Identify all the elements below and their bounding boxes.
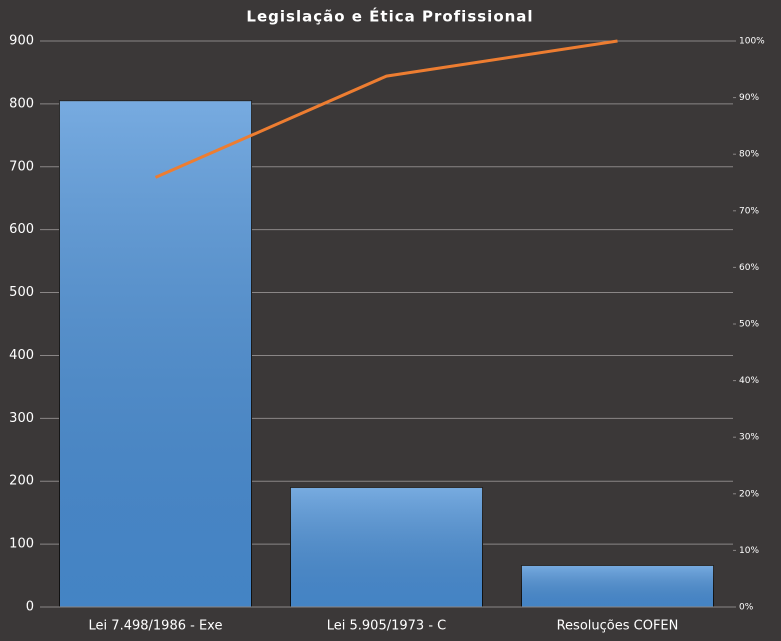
y2-tick-label: 10% (739, 546, 759, 556)
x-tick-label: Lei 7.498/1986 - Exe (89, 619, 223, 634)
y2-tick-label: 0% (739, 603, 754, 613)
y-tick-label: 600 (9, 222, 34, 237)
bar (290, 487, 483, 608)
y-tick-label: 100 (9, 537, 34, 552)
chart-title: Legislação e Ética Profissional (246, 7, 533, 26)
bar (521, 564, 714, 608)
y-tick-label: 500 (9, 285, 34, 300)
y2-tick-label: 90% (739, 93, 759, 103)
x-tick-label: Resoluções COFEN (557, 619, 679, 634)
y2-tick-label: 70% (739, 206, 759, 216)
y2-tick-label: 100% (739, 37, 765, 47)
y2-tick-label: 20% (739, 489, 759, 499)
y-tick-label: 300 (9, 411, 34, 426)
y2-tick-label: 50% (739, 320, 759, 330)
cumulative-line (154, 39, 618, 179)
y-tick-label: 200 (9, 474, 34, 489)
y-tick-label: 0 (26, 600, 34, 615)
y2-tick-label: 40% (739, 376, 759, 386)
y2-tick-label: 60% (739, 263, 759, 273)
y2-tick-label: 30% (739, 433, 759, 443)
x-tick-label: Lei 5.905/1973 - C (327, 619, 446, 634)
y-tick-label: 700 (9, 159, 34, 174)
y-tick-label: 800 (9, 96, 34, 111)
y-tick-label: 900 (9, 34, 34, 49)
y-tick-label: 400 (9, 348, 34, 363)
y2-tick-label: 80% (739, 150, 759, 160)
